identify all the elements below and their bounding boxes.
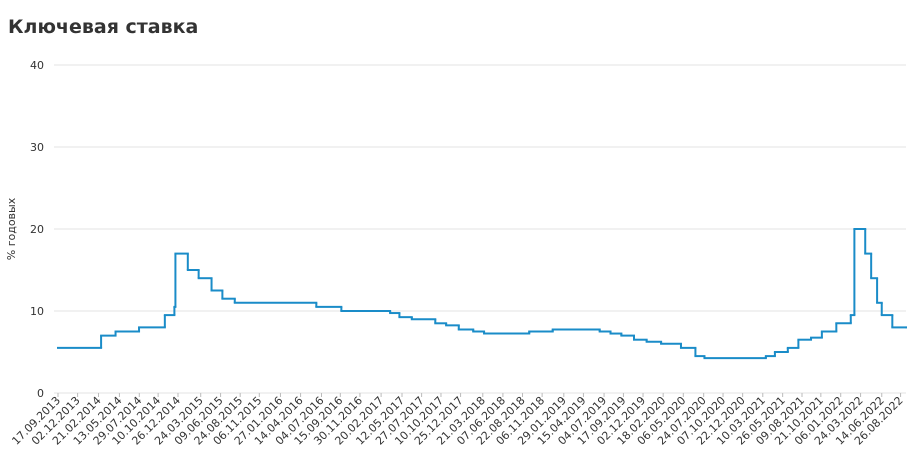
y-tick-label: 0 [37, 387, 44, 400]
y-tick-label: 10 [30, 305, 44, 318]
end-point [905, 326, 907, 329]
y-tick-label: 40 [30, 59, 44, 72]
y-axis-label: % годовых [5, 197, 18, 260]
y-tick-label: 20 [30, 223, 44, 236]
chart-title: Ключевая ставка [8, 16, 198, 38]
y-tick-label: 30 [30, 141, 44, 154]
